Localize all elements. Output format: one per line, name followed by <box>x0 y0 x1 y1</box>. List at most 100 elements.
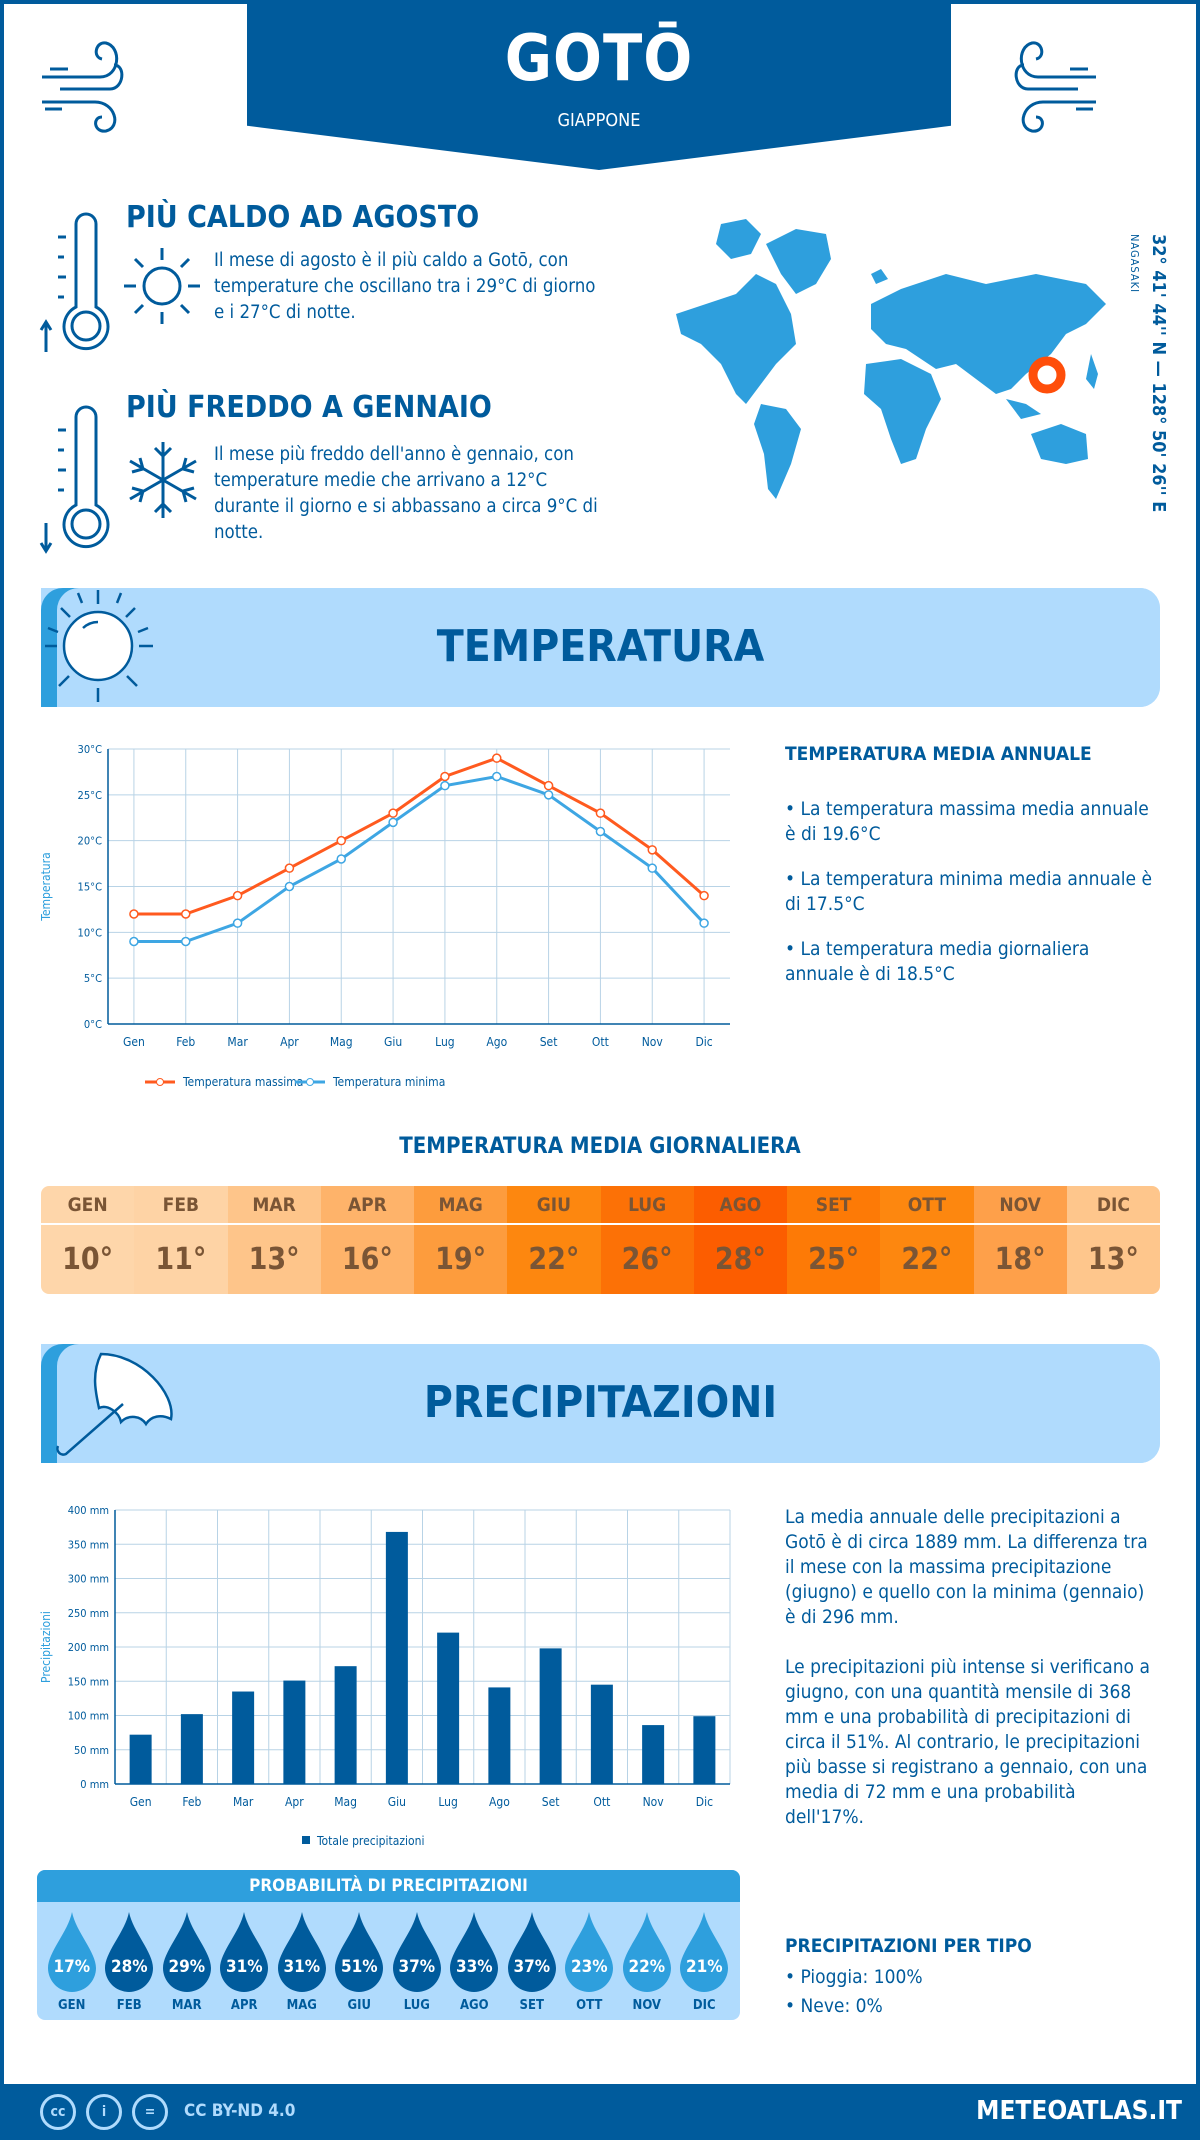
probability-value: 22% <box>628 1957 666 1977</box>
x-tick-label: Apr <box>285 1795 304 1809</box>
raindrop-icon <box>680 1912 729 1992</box>
legend-label: Temperatura minima <box>332 1075 445 1089</box>
probability-value: 31% <box>283 1957 321 1977</box>
coldest-text: Il mese più freddo dell'anno è gennaio, … <box>214 444 598 543</box>
y-tick-label: 20°C <box>78 835 103 848</box>
raindrop-icon <box>47 1912 96 1992</box>
probability-value: 51% <box>340 1957 378 1977</box>
probability-value: 31% <box>225 1957 263 1977</box>
y-tick-label: 0°C <box>84 1018 102 1031</box>
y-tick-label: 300 mm <box>68 1573 109 1586</box>
footer: cc i = CC BY-ND 4.0 METEOATLAS.IT <box>0 2084 1200 2140</box>
probability-month: SET <box>519 1998 544 2013</box>
types-title: PRECIPITAZIONI PER TIPO <box>785 1935 1032 1957</box>
data-point <box>284 881 295 892</box>
probability-month: LUG <box>403 1998 430 2013</box>
bar <box>590 1684 613 1784</box>
wind-icon <box>1014 41 1096 133</box>
daily-value: 16° <box>320 1224 414 1294</box>
probability-value: 37% <box>513 1957 551 1977</box>
y-tick-label: 150 mm <box>68 1675 109 1688</box>
probability-drop: 51% GIU <box>331 1912 389 2013</box>
x-tick-label: Apr <box>280 1035 299 1049</box>
snowflake-icon <box>129 442 197 518</box>
daily-month-ago: AGO <box>693 1186 787 1225</box>
daily-value: 19° <box>414 1224 508 1294</box>
x-tick-label: Mag <box>330 1035 353 1049</box>
bar <box>539 1648 562 1784</box>
probability-drop: 31% MAG <box>273 1912 331 2013</box>
probability-value: 33% <box>455 1957 493 1977</box>
x-tick-label: Ago <box>489 1795 510 1809</box>
legend-swatch <box>302 1836 310 1844</box>
precipitation-probability-panel: PROBABILITÀ DI PRECIPITAZIONI 17% GEN 28% F… <box>37 1870 740 2020</box>
precipitation-title: PRECIPITAZIONI <box>423 1377 778 1428</box>
probability-drop: 22% NOV <box>618 1912 676 2013</box>
data-point <box>595 826 606 837</box>
daily-value: 18° <box>973 1224 1067 1294</box>
x-tick-label: Ott <box>592 1035 609 1049</box>
data-point <box>336 835 346 846</box>
bar <box>385 1531 408 1784</box>
probability-value: 28% <box>110 1957 148 1977</box>
temperature-band: TEMPERATURA <box>41 588 1160 707</box>
probability-drop: 37% SET <box>503 1912 561 2013</box>
bar <box>693 1716 716 1784</box>
attribution-icon: i <box>86 2094 122 2130</box>
x-tick-label: Nov <box>642 1035 664 1049</box>
data-point <box>440 780 450 791</box>
sun-icon <box>124 248 200 324</box>
precipitation-paragraph-2: Le precipitazioni più intense si verific… <box>785 1656 1150 1828</box>
x-tick-label: Mar <box>233 1795 254 1809</box>
data-point <box>543 780 554 791</box>
x-tick-label: Dic <box>695 1035 712 1049</box>
x-tick-label: Nov <box>643 1795 665 1809</box>
data-point <box>388 817 398 828</box>
daily-value: 10° <box>41 1224 135 1294</box>
annual-temperature: TEMPERATURA MEDIA ANNUALE • La temperatu… <box>785 743 1155 987</box>
world-map <box>676 219 1106 499</box>
coldest-title: PIÙ FREDDO A GENNAIO <box>126 390 492 425</box>
y-tick-label: 25°C <box>78 789 103 802</box>
precipitation-chart: 0 mm 50 mm 100 mm 150 mm 200 mm 250 mm 300 mm 3… <box>40 1504 731 1848</box>
x-tick-label: Giu <box>388 1795 406 1809</box>
bar <box>283 1680 306 1784</box>
bar <box>642 1725 665 1784</box>
x-tick-label: Set <box>540 1035 558 1049</box>
data-point <box>492 753 502 763</box>
annual-mean-bullet: • La temperatura media giornaliera annua… <box>785 938 1090 985</box>
cc-icon: cc <box>40 2094 76 2130</box>
region-label: NAGASAKI <box>1128 234 1141 294</box>
y-tick-label: 50 mm <box>74 1744 109 1757</box>
daily-month-dic: DIC <box>1066 1186 1160 1225</box>
x-tick-label: Gen <box>130 1795 152 1809</box>
x-tick-label: Feb <box>182 1795 201 1809</box>
annual-temperature-title: TEMPERATURA MEDIA ANNUALE <box>785 743 1092 765</box>
data-point <box>647 863 657 873</box>
sun-icon <box>45 590 153 702</box>
probability-value: 23% <box>570 1957 608 1977</box>
raindrop-icon <box>565 1912 614 1992</box>
y-axis-title: Precipitazioni <box>40 1611 53 1683</box>
annual-max-bullet: • La temperatura massima media annuale è… <box>785 798 1149 845</box>
bar <box>334 1666 357 1784</box>
daily-month-lug: LUG <box>600 1186 694 1225</box>
data-point <box>492 771 502 782</box>
data-point <box>699 918 709 928</box>
probability-month: GEN <box>58 1998 86 2013</box>
data-point <box>388 808 398 818</box>
probability-month: OTT <box>576 1998 603 2013</box>
raindrop-icon <box>162 1912 211 1992</box>
daily-month-gen: GEN <box>41 1186 135 1225</box>
annual-min-bullet: • La temperatura minima media annuale è … <box>785 868 1153 915</box>
daily-month-ott: OTT <box>880 1186 974 1225</box>
bar <box>129 1734 152 1784</box>
data-point <box>181 909 191 919</box>
x-tick-label: Gen <box>123 1035 145 1049</box>
site-link[interactable]: METEOATLAS.IT <box>976 2096 1182 2126</box>
probability-value: 37% <box>398 1957 436 1977</box>
y-axis-title: Temperatura <box>40 852 53 921</box>
daily-value: 11° <box>134 1224 228 1294</box>
raindrop-icon <box>335 1912 384 1992</box>
y-tick-label: 0 mm <box>80 1778 109 1791</box>
